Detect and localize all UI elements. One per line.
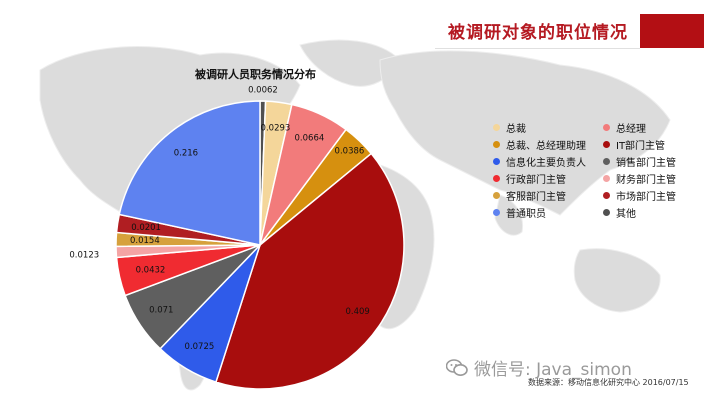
pie-data-label: 0.0201 (131, 223, 161, 233)
legend-label: 普通职员 (506, 209, 546, 220)
legend-item: 信息化主要负责人 (493, 154, 603, 169)
legend-label: IT部门主管 (616, 141, 666, 152)
title-accent-block (640, 14, 704, 48)
legend-label: 行政部门主管 (506, 175, 566, 186)
pie-slice (118, 100, 261, 246)
pie-data-label: 0.0725 (185, 342, 215, 352)
wechat-icon (446, 358, 468, 376)
pie-slice (214, 152, 405, 390)
legend-label: 财务部门主管 (616, 175, 676, 186)
legend-swatch (493, 209, 500, 216)
legend-swatch (603, 175, 610, 182)
pie-data-labels: 0.0062 0.0293 0.0664 0.0386 0.409 0.0725 0.071… (69, 85, 369, 352)
legend-item: 财务部门主管 (603, 171, 693, 186)
legend-item: 市场部门主管 (603, 188, 693, 203)
legend-item: IT部门主管 (603, 137, 693, 152)
legend-swatch (493, 124, 500, 131)
pie-data-label: 0.409 (345, 307, 369, 317)
legend-label: 信息化主要负责人 (506, 158, 586, 169)
pie-data-label: 0.0432 (136, 265, 166, 275)
pie-data-label: 0.0062 (248, 85, 278, 95)
legend-item: 总经理 (603, 120, 693, 135)
legend-swatch (493, 158, 500, 165)
pie-data-label: 0.0154 (130, 236, 160, 246)
legend-item: 销售部门主管 (603, 154, 693, 169)
pie-data-label: 0.216 (174, 149, 198, 159)
legend-swatch (603, 124, 610, 131)
title-banner (435, 14, 640, 49)
pie-data-label: 0.071 (149, 305, 173, 315)
legend-label: 其他 (616, 209, 636, 220)
pie-data-label: 0.0123 (69, 251, 99, 261)
legend-swatch (603, 192, 610, 199)
watermark: 微信号: Java_simon (446, 355, 632, 380)
legend-swatch (603, 209, 610, 216)
legend-swatch (493, 175, 500, 182)
legend-item: 总裁 (493, 120, 603, 135)
chart-legend: 总裁 总经理总裁、总经理助理 IT部门主管信息化主要负责人 销售部门主管行政部门主管 财… (493, 120, 693, 220)
watermark-text: 微信号: Java_simon (474, 360, 632, 380)
legend-swatch (493, 141, 500, 148)
pie-slices (115, 100, 405, 390)
legend-label: 总裁、总经理助理 (506, 141, 586, 152)
legend-swatch (603, 158, 610, 165)
legend-item: 总裁、总经理助理 (493, 137, 603, 152)
legend-item: 普通职员 (493, 205, 603, 220)
legend-swatch (603, 141, 610, 148)
legend-label: 总经理 (616, 124, 646, 135)
legend-label: 市场部门主管 (616, 192, 676, 203)
legend-item: 其他 (603, 205, 693, 220)
chart-title: 被调研人员职务情况分布 (195, 68, 316, 81)
legend-item: 行政部门主管 (493, 171, 603, 186)
pie-data-label: 0.0293 (261, 123, 291, 133)
source-note: 数据来源：移动信息化研究中心 2016/07/15 (528, 378, 689, 387)
legend-swatch (493, 192, 500, 199)
legend-label: 销售部门主管 (616, 158, 676, 169)
legend-item: 客服部门主管 (493, 188, 603, 203)
pie-data-label: 0.0664 (295, 133, 325, 143)
legend-label: 总裁 (506, 124, 526, 135)
legend-label: 客服部门主管 (506, 192, 566, 203)
page-title: 被调研对象的职位情况 (448, 23, 628, 43)
pie-data-label: 0.0386 (335, 147, 365, 157)
